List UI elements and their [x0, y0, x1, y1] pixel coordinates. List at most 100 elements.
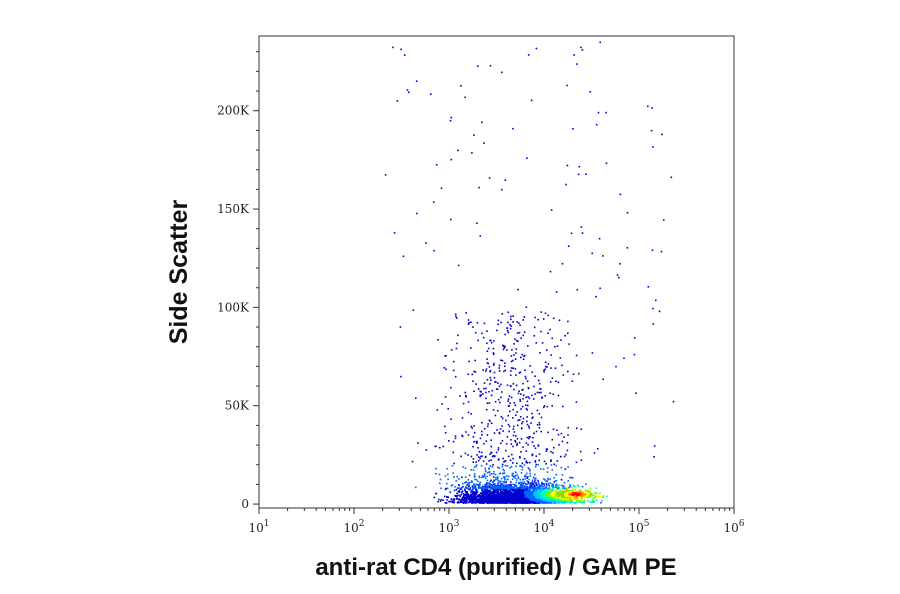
event-dot: [561, 484, 564, 487]
event-dot: [512, 457, 514, 460]
event-dot: [506, 502, 508, 504]
event-dot: [532, 436, 534, 439]
event-dot: [549, 498, 551, 500]
event-dot: [559, 497, 562, 500]
event-dot: [488, 402, 491, 404]
event-dot: [467, 319, 470, 321]
event-dot: [563, 501, 566, 503]
event-dot: [569, 484, 571, 486]
event-dot: [553, 500, 555, 502]
event-dot: [506, 475, 508, 477]
event-dot: [547, 478, 550, 481]
event-dot: [467, 479, 469, 481]
event-dot: [498, 385, 501, 388]
event-dot: [467, 495, 470, 498]
event-dot: [481, 495, 484, 498]
event-dot: [515, 384, 518, 387]
event-dot: [501, 496, 503, 499]
event-dot: [543, 460, 546, 463]
event-dot: [497, 501, 500, 503]
event-dot: [555, 473, 558, 476]
event-dot: [537, 494, 540, 496]
event-dot: [524, 502, 527, 504]
event-dot: [491, 498, 494, 501]
event-dot: [439, 478, 442, 481]
event-dot: [484, 477, 487, 480]
event-dot: [495, 381, 497, 383]
event-dot: [544, 497, 547, 500]
event-dot: [480, 391, 482, 393]
event-dot: [464, 489, 466, 492]
event-dot: [560, 432, 563, 435]
event-dot: [599, 287, 601, 290]
event-dot: [536, 501, 539, 503]
event-dot: [555, 491, 558, 493]
event-dot: [535, 500, 538, 503]
event-dot: [647, 286, 650, 288]
event-dot: [457, 334, 459, 337]
event-dot: [578, 493, 580, 495]
event-dot: [566, 164, 569, 167]
event-dot: [547, 483, 550, 486]
event-dot: [472, 469, 475, 471]
event-dot: [557, 381, 560, 384]
event-dot: [465, 498, 467, 500]
event-dot: [578, 496, 581, 498]
event-dot: [504, 478, 506, 480]
event-dot: [470, 494, 472, 497]
event-dot: [575, 427, 578, 430]
event-dot: [458, 484, 460, 486]
event-dot: [594, 495, 597, 497]
event-dot: [575, 502, 577, 504]
event-dot: [567, 466, 569, 468]
event-dot: [525, 502, 528, 504]
event-dot: [509, 374, 512, 376]
event-dot: [437, 339, 439, 341]
event-dot: [457, 487, 460, 490]
event-dot: [527, 482, 530, 485]
event-dot: [477, 447, 479, 449]
event-dot: [472, 461, 474, 463]
event-dot: [550, 464, 553, 466]
event-dot: [509, 487, 512, 490]
event-dot: [581, 485, 584, 488]
event-dot: [581, 501, 583, 504]
event-dot: [537, 495, 539, 498]
event-dot: [494, 414, 497, 417]
event-dot: [619, 193, 622, 196]
event-dot: [458, 501, 460, 504]
event-dot: [524, 369, 526, 372]
event-dot: [532, 485, 534, 487]
event-dot: [461, 491, 463, 494]
event-dot: [468, 474, 471, 477]
event-dot: [524, 496, 527, 498]
event-dot: [468, 495, 471, 498]
event-dot: [528, 496, 530, 498]
event-dot: [565, 489, 568, 492]
event-dot: [482, 494, 485, 497]
event-dot: [459, 395, 461, 397]
event-dot: [499, 484, 502, 487]
event-dot: [670, 176, 673, 179]
event-dot: [571, 493, 573, 495]
event-dot: [468, 360, 470, 363]
event-dot: [402, 255, 405, 258]
event-dot: [509, 492, 511, 494]
event-dot: [459, 501, 462, 503]
event-dot: [492, 494, 495, 496]
event-dot: [579, 501, 582, 503]
event-dot: [489, 492, 491, 495]
event-dot: [572, 484, 575, 487]
event-dot: [481, 430, 483, 433]
event-dot: [515, 374, 517, 376]
event-dot: [497, 482, 499, 484]
event-dot: [473, 390, 475, 392]
event-dot: [481, 489, 483, 491]
event-dot: [558, 501, 561, 504]
event-dot: [538, 459, 540, 462]
event-dot: [583, 501, 585, 504]
event-dot: [393, 232, 396, 234]
event-dot: [484, 483, 487, 486]
event-dot: [494, 484, 496, 487]
event-dot: [514, 497, 516, 500]
